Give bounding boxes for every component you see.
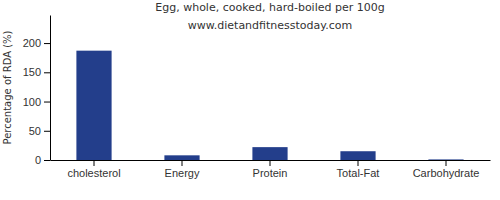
x-tick-label: Protein (253, 167, 288, 179)
plot: 0 50 100 150 200 cholesterol Energy Protein Tota… (23, 16, 491, 179)
x-tick-mark (270, 160, 271, 166)
x-tick: Carbohydrate (413, 160, 480, 179)
y-tick-mark (44, 102, 50, 103)
subtitle: www.dietandfitnesstoday.com (188, 19, 352, 32)
x-tick: Total-Fat (337, 160, 380, 179)
bar (164, 155, 199, 160)
title: Egg, whole, cooked, hard-boiled per 100g (155, 1, 384, 14)
x-tick-mark (182, 160, 183, 166)
x-tick-label: Energy (165, 167, 200, 179)
y-axis: 0 50 100 150 200 (23, 16, 51, 167)
y-tick-label: 150 (23, 66, 41, 78)
x-tick: Protein (253, 160, 288, 179)
x-tick: Energy (165, 160, 200, 179)
bars (76, 51, 463, 160)
x-tick-mark (358, 160, 359, 166)
y-tick: 0 (35, 154, 50, 166)
bar (340, 151, 375, 160)
y-tick-label: 0 (35, 154, 41, 166)
y-tick: 100 (23, 96, 50, 108)
y-tick-mark (44, 43, 50, 44)
x-tick-label: Carbohydrate (413, 167, 480, 179)
y-axis-title: Percentage of RDA (%) (2, 30, 13, 144)
x-tick-label: cholesterol (67, 167, 120, 179)
y-tick: 50 (29, 125, 50, 137)
y-tick: 150 (23, 66, 50, 78)
bar (76, 51, 111, 160)
y-tick-mark (44, 131, 50, 132)
chart-container: 0 50 100 150 200 cholesterol Energy Protein Tota… (0, 0, 500, 200)
y-tick-mark (44, 72, 50, 73)
y-axis-line (50, 16, 51, 161)
x-tick: cholesterol (67, 160, 120, 179)
y-tick-label: 50 (29, 125, 41, 137)
chart: 0 50 100 150 200 cholesterol Energy Protein Tota… (0, 0, 500, 200)
x-tick-mark (446, 160, 447, 166)
y-tick-label: 100 (23, 96, 41, 108)
x-tick-label: Total-Fat (337, 167, 380, 179)
x-axis: cholesterol Energy Protein Total-Fat Carbohy… (51, 160, 491, 179)
y-tick: 200 (23, 37, 50, 49)
y-tick-label: 200 (23, 37, 41, 49)
bar (252, 147, 287, 160)
y-tick-mark (44, 160, 50, 161)
bar (428, 159, 463, 160)
x-tick-mark (94, 160, 95, 166)
